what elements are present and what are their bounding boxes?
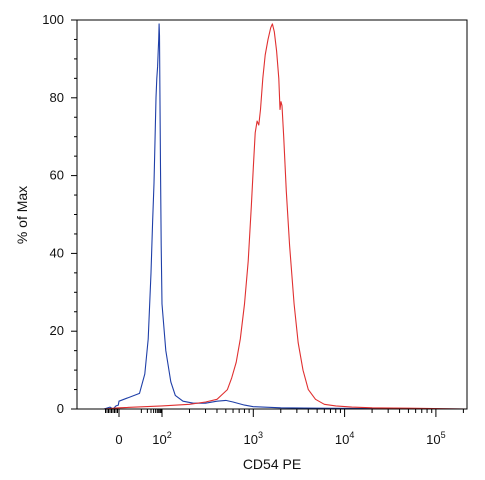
histogram-series-2 <box>103 23 468 410</box>
y-tick-label: 80 <box>50 90 64 105</box>
x-axis-label: CD54 PE <box>243 456 301 472</box>
y-tick-label: 20 <box>50 323 64 338</box>
histogram-series-1 <box>103 23 468 410</box>
plot-frame <box>76 19 468 410</box>
y-tick-label: 0 <box>57 401 64 416</box>
x-tick-label: 103 <box>244 430 263 447</box>
y-axis-label: % of Max <box>14 186 30 244</box>
x-tick-label: 104 <box>335 430 354 447</box>
y-tick-label: 40 <box>50 245 64 260</box>
x-tick-label: 102 <box>152 430 171 447</box>
y-tick-label: 60 <box>50 168 64 183</box>
x-tick-label: 0 <box>115 432 122 447</box>
x-tick-label: 105 <box>426 430 445 447</box>
y-tick-label: 100 <box>42 12 64 27</box>
